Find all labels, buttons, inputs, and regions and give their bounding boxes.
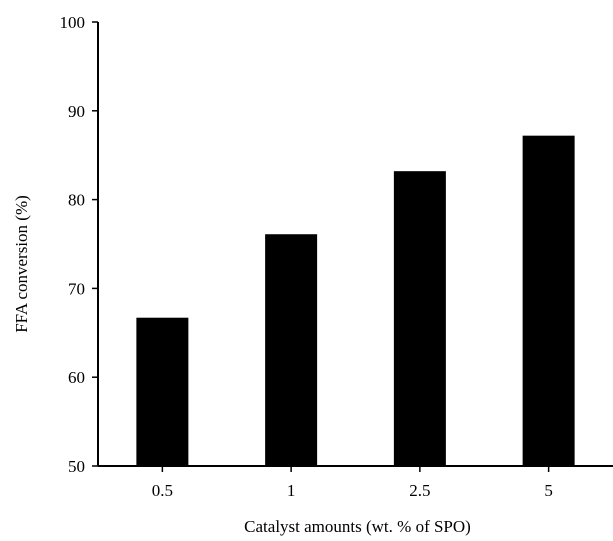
bar-2.5 [393, 171, 446, 466]
bar-1 [265, 234, 318, 466]
y-ticks: 50 60 70 80 90 100 [60, 13, 98, 476]
x-tick-label: 2.5 [409, 481, 430, 500]
y-axis-title: FFA conversion (%) [12, 195, 31, 333]
axes-layer [97, 22, 613, 467]
x-tick-label: 0.5 [152, 481, 173, 500]
y-tick-label: 70 [68, 279, 85, 298]
bars-layer [136, 135, 575, 466]
x-tick-label: 1 [287, 481, 296, 500]
x-ticks: 0.5 1 2.5 5 [152, 466, 553, 500]
x-axis-title: Catalyst amounts (wt. % of SPO) [244, 517, 471, 536]
y-tick-label: 60 [68, 368, 85, 387]
y-tick-label: 50 [68, 457, 85, 476]
y-tick-label: 100 [60, 13, 86, 32]
bar-0.5 [136, 317, 189, 466]
y-tick-label: 90 [68, 102, 85, 121]
x-tick-label: 5 [544, 481, 553, 500]
bar-5 [522, 135, 575, 466]
y-tick-label: 80 [68, 191, 85, 210]
